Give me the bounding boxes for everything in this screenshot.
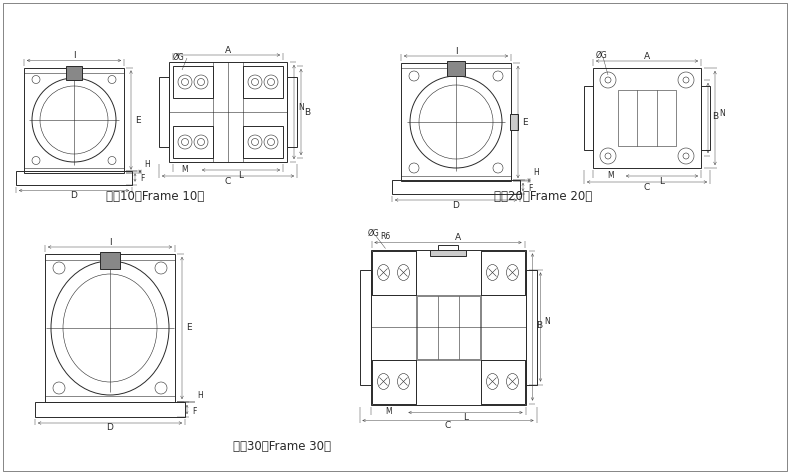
Bar — [401, 63, 511, 181]
Text: 机甄30（Frame 30）: 机甄30（Frame 30） — [233, 439, 331, 453]
Text: 机甄20（Frame 20）: 机甄20（Frame 20） — [494, 190, 592, 202]
Bar — [447, 61, 465, 76]
Text: I: I — [109, 237, 111, 246]
Text: L: L — [239, 171, 243, 180]
Text: B: B — [536, 320, 543, 329]
Bar — [159, 77, 169, 147]
Text: F: F — [140, 174, 145, 183]
Text: 机甄10（Frame 10）: 机甄10（Frame 10） — [106, 190, 204, 202]
Text: M: M — [608, 171, 615, 180]
Bar — [618, 90, 676, 146]
Text: E: E — [135, 116, 141, 125]
Text: F: F — [192, 407, 196, 416]
Text: ØG: ØG — [596, 51, 608, 60]
Bar — [438, 245, 458, 249]
Text: D: D — [70, 191, 77, 200]
Bar — [480, 250, 525, 294]
Bar — [243, 66, 283, 98]
Text: I: I — [73, 51, 75, 60]
Text: L: L — [463, 413, 468, 422]
Bar — [173, 66, 213, 98]
Text: N: N — [719, 109, 725, 118]
Bar — [371, 249, 525, 404]
Bar — [287, 77, 297, 147]
Bar — [16, 171, 132, 184]
Text: E: E — [186, 323, 192, 332]
Text: F: F — [528, 183, 532, 192]
Text: C: C — [225, 176, 231, 185]
Text: D: D — [107, 423, 114, 432]
Text: B: B — [712, 111, 718, 120]
Text: H: H — [533, 167, 539, 176]
Bar — [480, 359, 525, 403]
Text: A: A — [455, 233, 461, 242]
Bar — [371, 250, 416, 294]
Bar — [416, 295, 480, 358]
Bar — [169, 62, 287, 162]
Bar — [45, 254, 175, 402]
Text: H: H — [144, 160, 150, 169]
Bar — [430, 249, 466, 255]
Bar — [525, 270, 536, 384]
Bar — [243, 126, 283, 158]
Text: C: C — [644, 182, 650, 191]
Text: E: E — [522, 118, 528, 127]
Text: ØG: ØG — [367, 229, 379, 238]
Bar — [701, 86, 710, 150]
Bar — [392, 180, 520, 194]
Text: D: D — [453, 201, 460, 210]
Text: A: A — [225, 46, 231, 55]
Text: B: B — [304, 108, 310, 117]
Bar — [24, 67, 124, 173]
Bar — [359, 270, 371, 384]
Bar — [173, 126, 213, 158]
Text: L: L — [660, 176, 664, 185]
Text: A: A — [644, 52, 650, 61]
Text: R6: R6 — [380, 232, 390, 241]
Bar — [35, 402, 185, 417]
Text: I: I — [455, 46, 457, 55]
Text: M: M — [182, 164, 188, 173]
Bar — [510, 114, 518, 130]
Bar — [371, 359, 416, 403]
Bar — [100, 252, 120, 269]
Text: ØG: ØG — [173, 53, 185, 62]
Text: N: N — [544, 318, 551, 327]
Text: N: N — [298, 102, 304, 111]
Text: H: H — [198, 391, 203, 400]
Text: M: M — [386, 407, 392, 416]
Bar — [66, 65, 82, 80]
Text: C: C — [445, 421, 451, 430]
Bar — [584, 86, 593, 150]
Bar — [593, 68, 701, 168]
